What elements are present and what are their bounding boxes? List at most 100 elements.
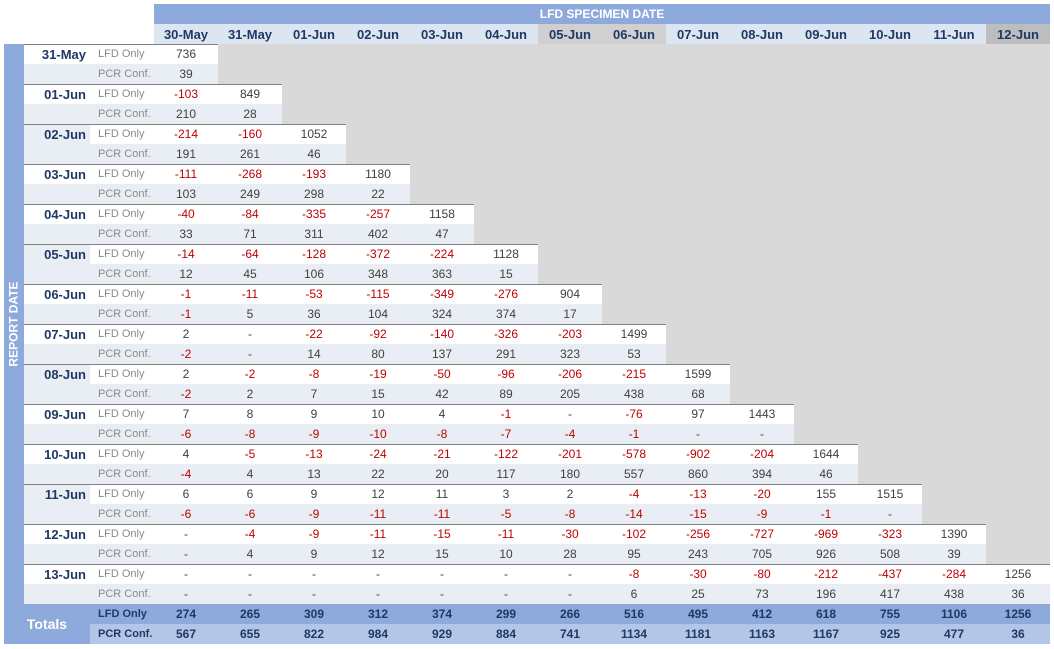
column-header: 10-Jun	[858, 24, 922, 44]
lfd-value-cell: -122	[474, 444, 538, 464]
empty-cell	[730, 244, 794, 284]
empty-cell	[922, 84, 986, 124]
empty-cell	[922, 164, 986, 204]
empty-cell	[730, 84, 794, 124]
column-header: 09-Jun	[794, 24, 858, 44]
pcr-value-cell: -	[346, 584, 410, 604]
row-type-pcr: PCR Conf.	[90, 584, 154, 604]
empty-cell	[986, 484, 1050, 524]
empty-cell	[794, 284, 858, 324]
pcr-value-cell: -	[538, 584, 602, 604]
pcr-value-cell: -10	[346, 424, 410, 444]
lfd-value-cell: -102	[602, 524, 666, 544]
empty-cell	[666, 204, 730, 244]
pcr-value-cell: 196	[794, 584, 858, 604]
lfd-value-cell: -	[154, 564, 218, 584]
empty-cell	[538, 204, 602, 244]
empty-cell	[986, 84, 1050, 124]
lfd-value-cell: -578	[602, 444, 666, 464]
lfd-value-cell: 1158	[410, 204, 474, 224]
lfd-value-cell: 6	[154, 484, 218, 504]
pcr-value-cell: 438	[922, 584, 986, 604]
pcr-value-cell: 28	[218, 104, 282, 124]
pcr-value-cell: 25	[666, 584, 730, 604]
lfd-value-cell: 12	[346, 484, 410, 504]
pcr-value-cell: 12	[154, 264, 218, 284]
empty-cell	[986, 404, 1050, 444]
lfd-value-cell: -	[218, 564, 282, 584]
lfd-value-cell: -193	[282, 164, 346, 184]
lfd-value-cell: -115	[346, 284, 410, 304]
empty-cell	[730, 44, 794, 84]
row-type-pcr: PCR Conf.	[90, 264, 154, 284]
report-date-label: 10-Jun	[24, 444, 90, 464]
empty-cell	[730, 124, 794, 164]
pcr-value-cell: 12	[346, 544, 410, 564]
total-pcr-value: 929	[410, 624, 474, 644]
totals-label: Totals	[4, 604, 90, 644]
lfd-value-cell: -326	[474, 324, 538, 344]
lfd-value-cell: 2	[154, 364, 218, 384]
lfd-value-cell: -	[346, 564, 410, 584]
total-pcr-value: 741	[538, 624, 602, 644]
row-type-lfd: LFD Only	[90, 484, 154, 504]
pcr-value-cell: 42	[410, 384, 474, 404]
empty-cell	[858, 244, 922, 284]
empty-cell	[986, 444, 1050, 484]
pcr-value-cell: -	[282, 584, 346, 604]
row-group-divider	[24, 444, 858, 445]
empty-cell	[922, 284, 986, 324]
empty-cell	[666, 324, 730, 364]
empty-cell	[858, 364, 922, 404]
total-pcr-value: 1167	[794, 624, 858, 644]
total-pcr-value: 567	[154, 624, 218, 644]
row-type-lfd: LFD Only	[90, 324, 154, 344]
total-lfd-value: 374	[410, 604, 474, 624]
lfd-value-cell: -268	[218, 164, 282, 184]
lfd-value-cell: -9	[282, 524, 346, 544]
pcr-value-cell: -9	[282, 424, 346, 444]
lfd-value-cell: -15	[410, 524, 474, 544]
column-header: 08-Jun	[730, 24, 794, 44]
empty-cell	[794, 204, 858, 244]
lfd-value-cell: 1499	[602, 324, 666, 344]
lfd-value-cell: -4	[218, 524, 282, 544]
total-lfd-value: 412	[730, 604, 794, 624]
empty-cell	[922, 44, 986, 84]
row-group-divider	[24, 324, 666, 325]
report-date-spacer	[24, 544, 90, 564]
pcr-value-cell: -8	[410, 424, 474, 444]
pcr-value-cell: 4	[218, 544, 282, 564]
column-header: 04-Jun	[474, 24, 538, 44]
row-group-divider	[24, 404, 794, 405]
report-date-label: 09-Jun	[24, 404, 90, 424]
empty-cell	[410, 124, 474, 164]
empty-cell	[986, 324, 1050, 364]
lfd-value-cell: -103	[154, 84, 218, 104]
row-type-lfd: LFD Only	[90, 244, 154, 264]
empty-cell	[602, 164, 666, 204]
empty-cell	[410, 84, 474, 124]
pcr-value-cell: -6	[154, 424, 218, 444]
lfd-value-cell: -5	[218, 444, 282, 464]
report-date-axis-text: REPORT DATE	[7, 281, 21, 367]
lfd-value-cell: -335	[282, 204, 346, 224]
report-date-label: 05-Jun	[24, 244, 90, 264]
row-type-pcr: PCR Conf.	[90, 344, 154, 364]
pcr-value-cell: 106	[282, 264, 346, 284]
lfd-value-cell: 10	[346, 404, 410, 424]
pcr-value-cell: 36	[282, 304, 346, 324]
pcr-value-cell: -9	[730, 504, 794, 524]
empty-cell	[794, 44, 858, 84]
pcr-value-cell: 4	[218, 464, 282, 484]
lfd-value-cell: -212	[794, 564, 858, 584]
lfd-value-cell: -19	[346, 364, 410, 384]
column-header: 02-Jun	[346, 24, 410, 44]
pcr-value-cell: 348	[346, 264, 410, 284]
lfd-value-cell: -1	[154, 284, 218, 304]
lfd-value-cell: -2	[218, 364, 282, 384]
empty-cell	[794, 364, 858, 404]
empty-cell	[730, 324, 794, 364]
pcr-value-cell: 103	[154, 184, 218, 204]
lfd-value-cell: 155	[794, 484, 858, 504]
